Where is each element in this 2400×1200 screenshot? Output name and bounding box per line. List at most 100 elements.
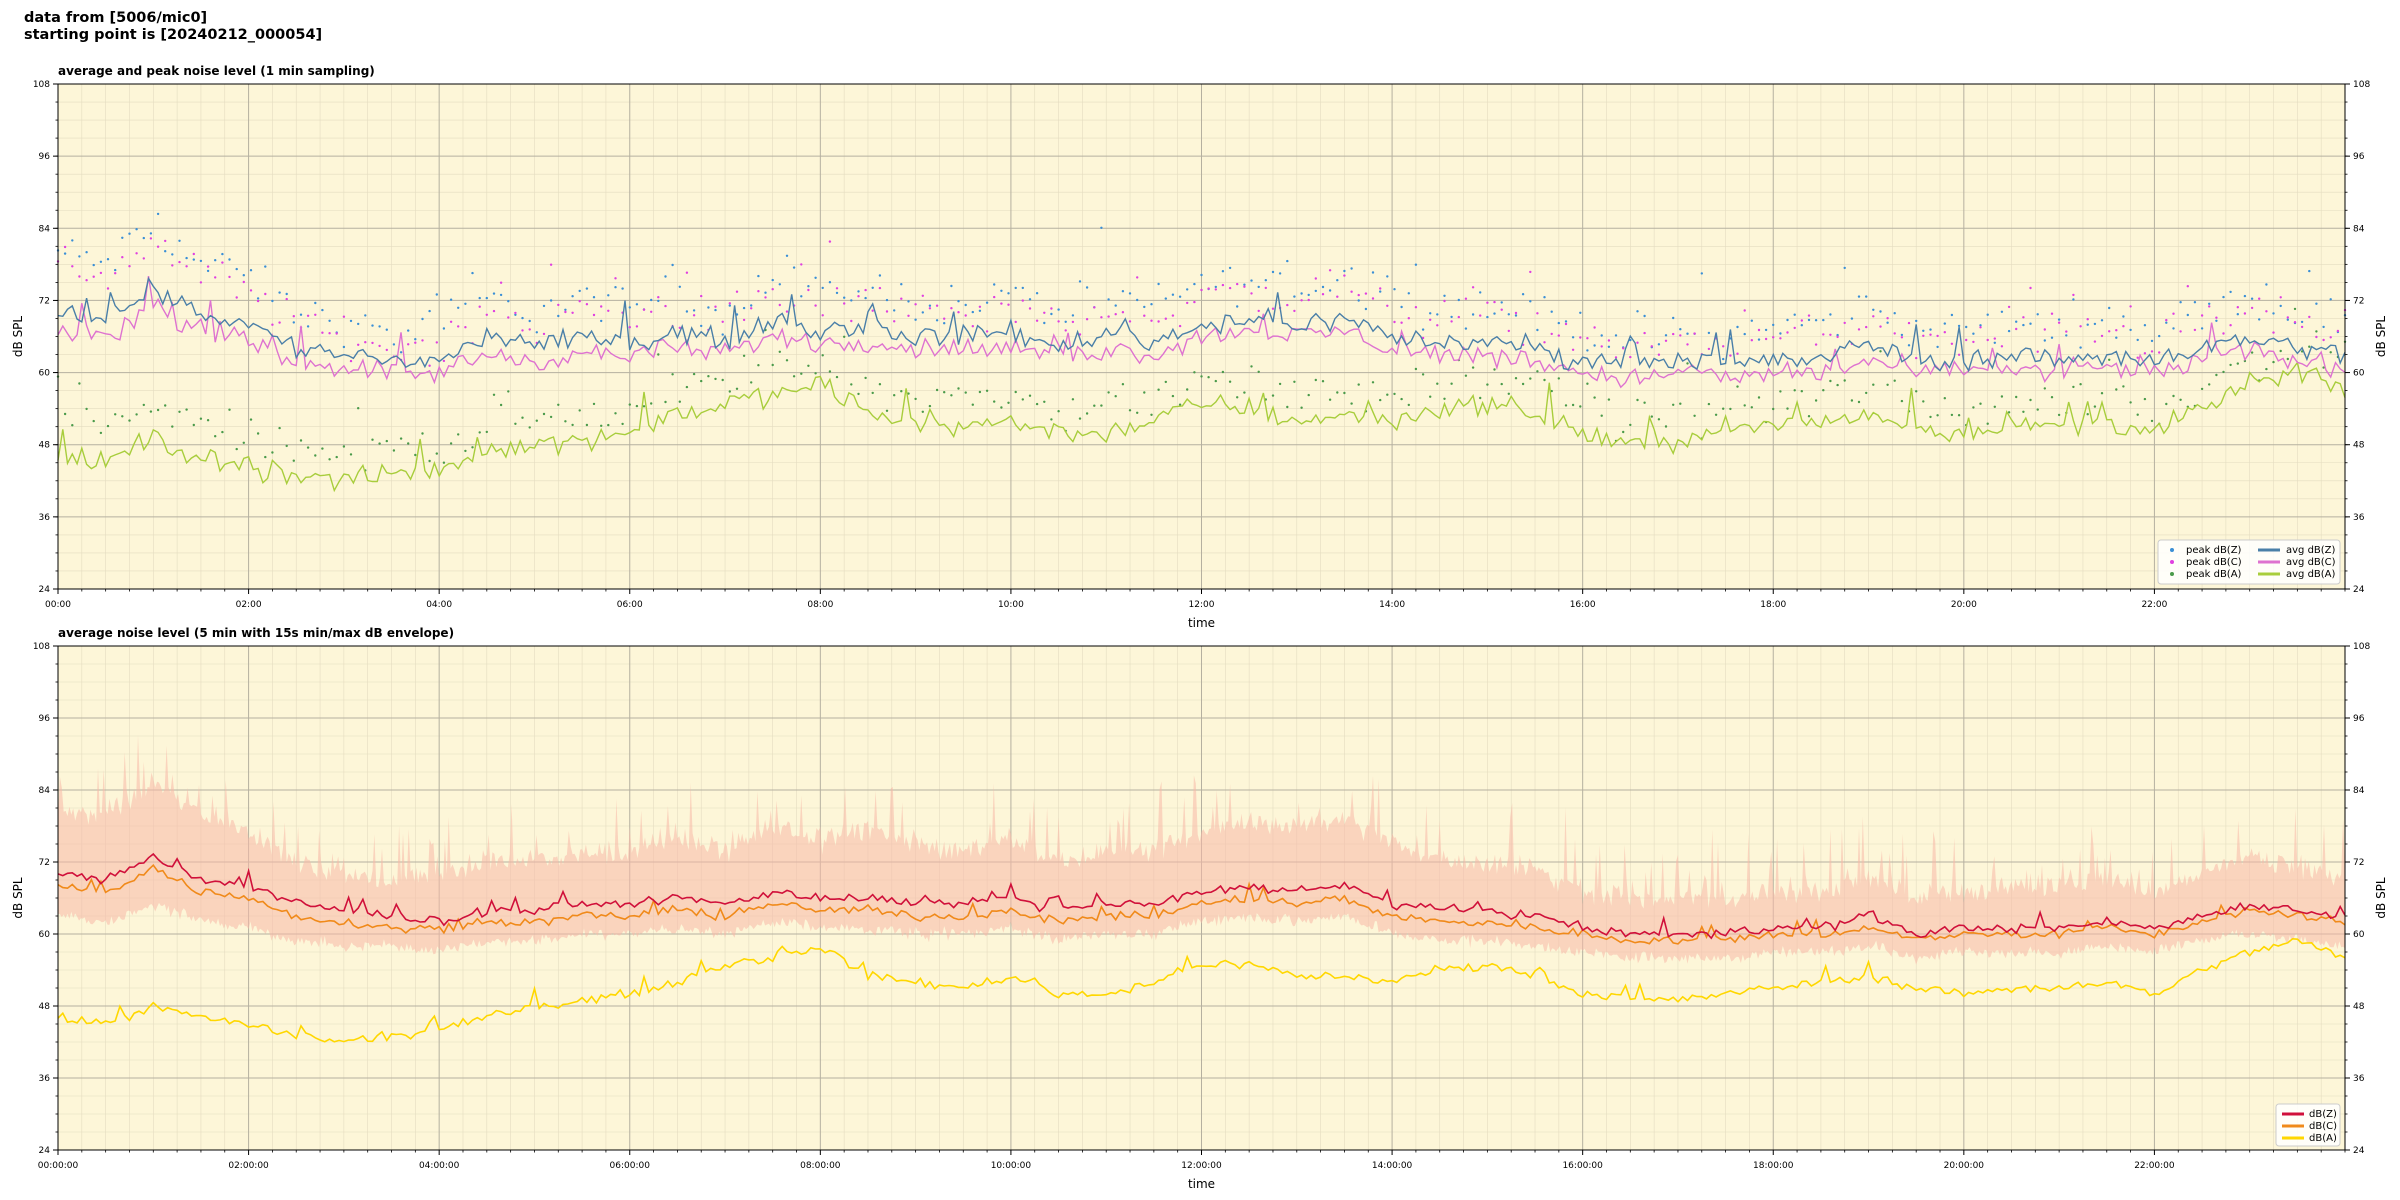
chart1-point-peak-db-a xyxy=(1307,393,1310,397)
chart1-point-peak-db-a xyxy=(2215,373,2218,377)
chart1-point-peak-db-a xyxy=(1972,406,1975,409)
chart1-point-peak-db-c xyxy=(142,257,145,260)
chart1-point-peak-db-z xyxy=(414,338,417,341)
chart1-point-peak-db-a xyxy=(1085,412,1089,415)
chart1-point-peak-db-c xyxy=(2000,345,2004,348)
chart1-point-peak-db-a xyxy=(221,430,224,434)
chart1-point-peak-db-c xyxy=(1014,320,1017,324)
chart1-point-peak-db-z xyxy=(114,268,117,272)
chart1-point-peak-db-z xyxy=(2057,318,2061,321)
chart1-point-peak-db-a xyxy=(1586,382,1589,385)
chart1-point-peak-db-c xyxy=(1757,328,1761,332)
chart1-point-peak-db-z xyxy=(464,302,467,305)
chart1-point-peak-db-c xyxy=(657,296,660,299)
chart1-line-avg-db-a xyxy=(57,360,2346,493)
chart1-point-peak-db-c xyxy=(1214,288,1218,291)
chart1-legend xyxy=(2157,539,2341,585)
chart1-point-peak-db-z xyxy=(700,324,703,328)
chart1-point-peak-db-c xyxy=(1157,320,1160,323)
chart1-point-peak-db-z xyxy=(528,319,531,323)
chart1-point-peak-db-z xyxy=(1021,286,1024,290)
chart1-point-peak-db-a xyxy=(1850,399,1854,402)
chart1-point-peak-db-a xyxy=(735,387,739,390)
chart1-point-peak-db-a xyxy=(2108,358,2111,361)
chart1-point-peak-db-c xyxy=(149,237,153,240)
chart1-point-peak-db-c xyxy=(1200,288,1203,292)
chart1-point-peak-db-z xyxy=(1543,296,1546,299)
chart1-point-peak-db-z xyxy=(2029,322,2032,325)
chart1-point-peak-db-a xyxy=(1729,407,1732,411)
chart1-ytick-label-right: 60 xyxy=(2353,369,2365,379)
chart1-point-peak-db-z xyxy=(1314,289,1318,293)
chart1-point-peak-db-z xyxy=(1350,267,1353,270)
chart1-point-peak-db-c xyxy=(1064,329,1067,332)
chart2-ytick-label-left: 60 xyxy=(39,930,51,940)
chart1-point-peak-db-z xyxy=(671,263,674,267)
chart1-point-peak-db-a xyxy=(542,412,546,416)
chart1-point-peak-db-z xyxy=(1736,325,1739,329)
chart1-point-peak-db-c xyxy=(457,325,460,328)
chart1-ytick-label-left: 84 xyxy=(39,224,51,234)
chart1-point-peak-db-z xyxy=(1514,314,1518,317)
chart1-point-peak-db-z xyxy=(1786,318,1789,322)
chart1-point-peak-db-z xyxy=(1836,333,1839,337)
chart1-point-peak-db-z xyxy=(106,258,110,261)
chart1-point-peak-db-c xyxy=(664,304,667,308)
chart1-legend-marker-peak-db-c xyxy=(2170,560,2174,564)
chart1-point-peak-db-c xyxy=(1915,356,1918,360)
chart1-point-peak-db-c xyxy=(1443,299,1446,303)
chart1-point-peak-db-a xyxy=(178,410,181,413)
chart1-point-peak-db-c xyxy=(2122,325,2125,328)
chart1-point-peak-db-z xyxy=(578,289,581,293)
chart1-point-peak-db-a xyxy=(121,415,124,418)
chart1-point-peak-db-z xyxy=(321,308,324,312)
chart1-point-peak-db-a xyxy=(1371,381,1375,384)
chart1-point-peak-db-z xyxy=(692,309,696,312)
chart1-point-peak-db-c xyxy=(2300,325,2304,329)
chart1-point-peak-db-c xyxy=(1729,354,1732,357)
chart1-point-peak-db-z xyxy=(857,290,860,293)
chart1-point-peak-db-a xyxy=(621,422,624,426)
chart1-point-peak-db-c xyxy=(821,314,824,317)
chart1-point-peak-db-a xyxy=(678,400,681,403)
chart1-point-peak-db-z xyxy=(1300,292,1303,295)
chart1-point-peak-db-c xyxy=(578,300,581,303)
chart1-point-peak-db-c xyxy=(1336,295,1339,298)
chart1-point-peak-db-a xyxy=(707,375,710,378)
chart1-point-peak-db-a xyxy=(2243,359,2247,363)
chart1-point-peak-db-a xyxy=(1779,390,1782,393)
chart1-point-peak-db-c xyxy=(1264,286,1268,290)
chart2-ytick-label-left: 72 xyxy=(39,858,50,868)
chart2-xtick-label: 08:00:00 xyxy=(800,1161,841,1171)
chart2-xtick-label: 18:00:00 xyxy=(1753,1161,1794,1171)
chart2-xlabel: time xyxy=(1188,1177,1215,1191)
chart1-point-peak-db-a xyxy=(128,419,131,422)
chart1-xlabel: time xyxy=(1188,616,1215,630)
chart1-point-peak-db-z xyxy=(1814,319,1818,322)
chart1-point-peak-db-z xyxy=(535,331,538,334)
chart1-point-peak-db-z xyxy=(457,306,460,309)
chart1-point-peak-db-c xyxy=(2108,330,2111,333)
chart1-point-peak-db-c xyxy=(1529,270,1532,274)
chart2-xtick-label: 22:00:00 xyxy=(2134,1161,2175,1171)
chart1-point-peak-db-a xyxy=(921,410,924,413)
chart1-point-peak-db-z xyxy=(1929,328,1932,331)
header-source: data from [5006/mic0] xyxy=(24,10,208,26)
chart1-point-peak-db-c xyxy=(807,288,810,292)
chart1-point-peak-db-z xyxy=(442,327,446,330)
chart1-point-peak-db-z xyxy=(1979,324,1982,327)
chart1-point-peak-db-z xyxy=(2050,336,2054,339)
chart1-point-peak-db-a xyxy=(2236,362,2239,365)
chart1-point-peak-db-c xyxy=(600,305,603,308)
chart2-line-db-a xyxy=(57,937,2346,1043)
chart1-point-peak-db-c xyxy=(228,275,231,279)
chart1-point-peak-db-z xyxy=(778,283,781,286)
chart1-series-peak-db-c xyxy=(56,237,2347,367)
chart1-point-peak-db-z xyxy=(907,300,910,303)
chart1-point-peak-db-a xyxy=(864,376,867,380)
chart1-point-peak-db-c xyxy=(2322,338,2325,342)
chart1-point-peak-db-a xyxy=(1300,406,1303,409)
chart1-point-peak-db-z xyxy=(1772,323,1775,327)
chart1-point-peak-db-a xyxy=(85,407,88,411)
chart1-point-peak-db-a xyxy=(1915,390,1918,393)
